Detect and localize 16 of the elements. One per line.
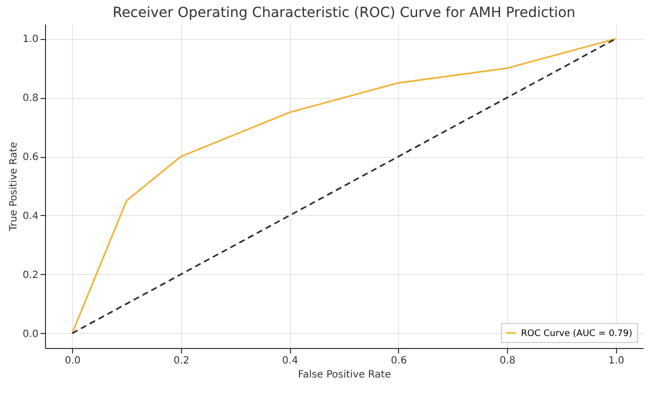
y-tick-label: 1.0 xyxy=(22,34,38,46)
x-tick-label: 0.4 xyxy=(282,356,298,366)
y-tick-label: 0.2 xyxy=(22,270,38,281)
x-tick-label: 0.2 xyxy=(173,356,190,366)
chart-title: Receiver Operating Characteristic (ROC) Curve for AMH Prediction xyxy=(112,5,576,21)
y-tick-label: 0.8 xyxy=(22,93,38,104)
x-axis-title: False Positive Rate xyxy=(298,370,391,380)
y-axis-title: True Positive Rate xyxy=(8,142,20,232)
x-tick-label: 0.8 xyxy=(500,356,516,366)
y-tick-label: 0.6 xyxy=(22,152,38,164)
x-tick-label: 0.6 xyxy=(390,356,407,366)
y-tick-label: 0.0 xyxy=(22,328,38,340)
x-tick-label: 1.0 xyxy=(608,356,624,366)
x-tick-label: 0.0 xyxy=(64,356,81,366)
legend-label: ROC Curve (AUC = 0.79) xyxy=(521,329,632,339)
y-tick-label: 0.4 xyxy=(22,210,38,222)
